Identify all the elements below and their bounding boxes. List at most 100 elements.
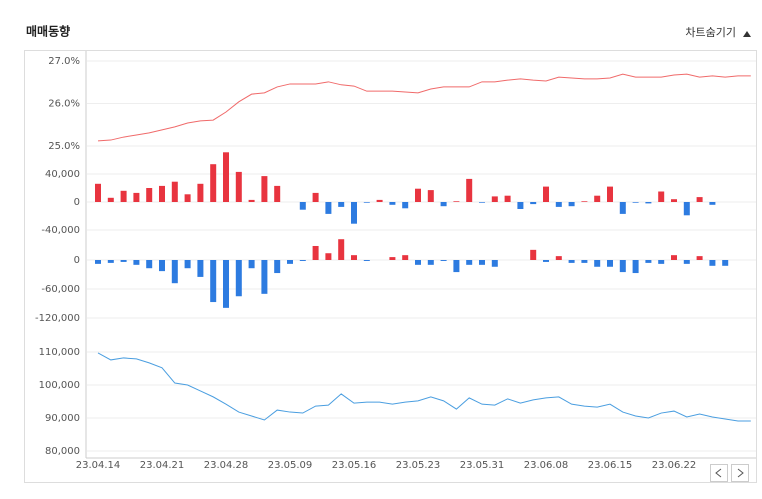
bar	[402, 255, 409, 260]
bar	[658, 260, 665, 264]
x-tick-label: 23.05.31	[460, 460, 505, 471]
prev-icon	[715, 468, 722, 478]
bar	[261, 176, 268, 202]
bar	[95, 260, 101, 264]
bar	[568, 260, 575, 263]
bar	[427, 190, 434, 202]
bar	[210, 260, 217, 303]
next-button[interactable]	[731, 464, 749, 482]
y-tick-label: 26.0%	[48, 99, 80, 110]
bar	[683, 202, 690, 216]
bar	[594, 195, 601, 202]
bar	[389, 202, 396, 205]
bar	[351, 255, 357, 260]
y-tick-label: -60,000	[41, 284, 80, 295]
y-tick-label: 40,000	[45, 169, 80, 180]
bar	[555, 256, 562, 260]
toggle-icon[interactable]	[743, 31, 751, 37]
x-tick-label: 23.05.16	[332, 460, 377, 471]
bar	[159, 185, 165, 202]
bar	[479, 260, 485, 265]
bar	[543, 186, 549, 202]
bar	[453, 201, 460, 202]
y-tick-label: 80,000	[45, 446, 80, 457]
bar	[671, 255, 677, 260]
bar	[594, 260, 601, 267]
bar	[133, 260, 140, 265]
bar	[543, 260, 549, 262]
bar	[171, 181, 178, 202]
bar	[402, 202, 409, 209]
bar	[235, 171, 242, 202]
bar	[184, 260, 191, 269]
bar	[389, 257, 396, 260]
bar	[274, 260, 281, 274]
bar	[146, 188, 153, 202]
bar	[671, 199, 677, 202]
bar	[683, 260, 690, 264]
bar	[235, 260, 242, 297]
bar	[312, 245, 319, 260]
bar	[248, 260, 255, 269]
bar	[338, 239, 345, 260]
bar	[709, 202, 716, 205]
y-tick-label: 25.0%	[48, 141, 80, 152]
bar	[338, 202, 345, 207]
x-tick-label: 23.04.14	[76, 460, 121, 471]
bar	[696, 197, 703, 202]
frame	[24, 50, 757, 483]
bar	[568, 202, 575, 207]
toggle[interactable]: 차트숨기기	[685, 26, 736, 39]
bar	[197, 260, 204, 277]
bar	[146, 260, 153, 269]
bar	[415, 260, 421, 265]
bar	[607, 186, 613, 202]
bar	[491, 196, 498, 202]
bar	[466, 178, 473, 202]
bar	[504, 195, 511, 202]
bar	[427, 260, 434, 265]
bar	[517, 202, 524, 209]
prev-button[interactable]	[710, 464, 728, 482]
bar	[120, 260, 127, 262]
bar	[159, 260, 165, 272]
bar	[658, 191, 665, 202]
bar	[466, 260, 473, 265]
bar	[376, 199, 383, 202]
bar	[223, 260, 229, 308]
next-icon	[737, 468, 744, 478]
line	[97, 73, 751, 142]
bar	[645, 202, 652, 204]
line	[97, 352, 751, 422]
bar	[619, 202, 626, 214]
bar	[197, 183, 204, 202]
x-tick-label: 23.04.21	[140, 460, 185, 471]
bar	[632, 202, 639, 203]
y-tick-label: 90,000	[45, 413, 80, 424]
bar	[530, 202, 537, 205]
bar	[133, 192, 140, 202]
bar	[440, 202, 447, 207]
bar	[107, 197, 114, 202]
bar	[722, 260, 729, 266]
bar	[299, 202, 306, 210]
bar	[312, 192, 319, 202]
bar	[325, 253, 332, 260]
bar	[325, 202, 332, 214]
bar	[453, 260, 460, 273]
bar	[171, 260, 178, 284]
y-tick-label: -120,000	[35, 313, 80, 324]
bar	[363, 260, 370, 261]
bar	[261, 260, 268, 294]
x-tick-label: 23.06.22	[652, 460, 697, 471]
bar	[479, 202, 485, 203]
y-tick-label: -40,000	[41, 225, 80, 236]
bar	[581, 260, 588, 263]
y-tick-label: 100,000	[39, 380, 80, 391]
bar	[696, 256, 703, 260]
bar	[120, 190, 127, 202]
x-tick-label: 23.06.15	[588, 460, 633, 471]
bar	[440, 260, 447, 261]
bar	[248, 199, 255, 202]
